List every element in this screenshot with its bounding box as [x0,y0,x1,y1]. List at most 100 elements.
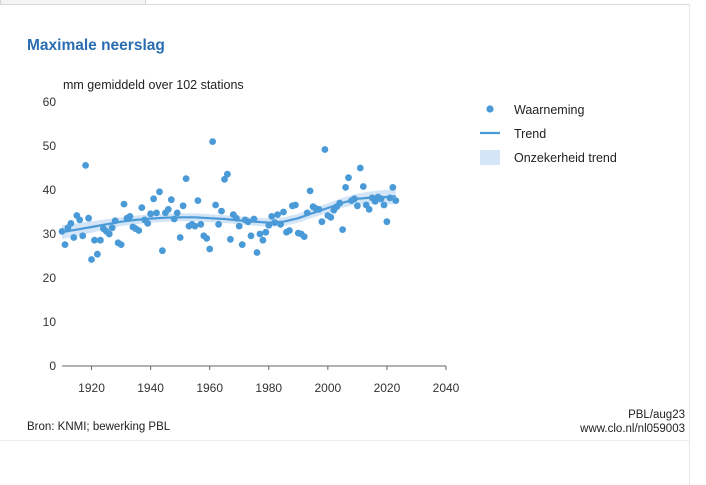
observation-point [144,220,152,227]
observation-point [392,197,400,205]
observation-point [67,220,75,227]
observation-point [61,241,69,249]
y-tick-label: 40 [43,183,57,197]
y-axis-label: mm gemiddeld over 102 stations [63,78,244,92]
observation-point [147,210,155,218]
top-divider [144,4,689,5]
legend-observation-label: Waarneming [514,103,584,117]
x-tick-label: 1940 [137,381,164,395]
x-tick-label: 1960 [196,381,223,395]
observation-point [345,174,352,182]
observation-point [91,236,98,244]
observation-point [159,247,166,255]
observation-point [286,227,293,234]
legend-band-marker [480,150,500,165]
observation-point [306,187,314,195]
observation-point [173,209,181,217]
observation-point [108,224,116,232]
y-tick-label: 30 [43,227,57,241]
y-tick-label: 10 [43,315,57,329]
observation-point [182,175,190,183]
y-tick-labels: 0 10 20 30 40 50 60 [43,95,57,373]
observation-point [339,226,346,234]
x-tick-labels: 1920 1940 1960 1980 2000 2020 2040 [78,366,460,395]
x-tick-label: 1980 [255,381,282,395]
chart-title: Maximale neerslag [27,37,165,54]
observation-point [120,200,128,208]
observation-point [262,228,270,236]
observation-point [259,236,267,244]
y-tick-label: 20 [43,271,57,285]
credit-code: PBL/aug23 [628,409,685,421]
observation-point [153,209,160,217]
observation-point [156,188,163,196]
bottom-divider [0,440,689,441]
observation-point [126,213,134,220]
observation-point [85,214,92,222]
observation-point [280,208,287,216]
legend-band-label: Onzekerheid trend [514,151,617,165]
observation-point [164,206,172,213]
observation-point [327,213,335,221]
observation-point [150,195,158,203]
observation-point [380,201,388,209]
observation-point [215,220,223,228]
observation-point [342,184,349,191]
observation-point [356,164,364,172]
legend-trend-label: Trend [514,127,546,141]
observation-point [300,233,308,241]
observation-point [383,218,391,226]
observation-point [176,234,184,241]
credit-url[interactable]: www.clo.nl/nl059003 [580,423,685,435]
legend: Waarneming Trend Onzekerheid trend [480,103,617,165]
observation-point [389,184,397,191]
observation-point [238,241,246,249]
observation-point [354,202,361,210]
observation-points [58,138,400,263]
observation-point [235,222,243,230]
observation-point [203,235,211,242]
observation-point [209,138,217,146]
x-tick-label: 2040 [433,381,460,395]
observation-point [224,170,231,178]
observation-point [253,249,261,256]
right-divider [689,4,690,485]
observation-point [247,232,255,240]
credit-block: PBL/aug23 www.clo.nl/nl059003 [580,408,685,436]
x-tick-label: 2000 [314,381,341,395]
observation-point [135,227,143,234]
legend-observation-marker [486,105,494,113]
observation-point [221,176,228,183]
observation-point [274,211,281,219]
y-tick-label: 0 [49,359,56,373]
y-tick-label: 50 [43,139,57,153]
trend-uncertainty-band [62,188,396,240]
observation-point [82,162,89,169]
observation-point [117,241,125,249]
observation-point [321,146,329,153]
observation-point [138,204,146,212]
observation-point [79,232,87,240]
observation-point [88,256,95,263]
observation-point [292,201,299,209]
observation-point [212,201,220,209]
observation-point [167,196,175,204]
observation-point [318,218,326,226]
x-tick-label: 2020 [374,381,401,395]
observation-point [365,206,373,213]
observation-point [70,234,78,241]
observation-point [191,222,199,230]
x-tick-label: 1920 [78,381,105,395]
source-note: Bron: KNMI; bewerking PBL [27,421,171,433]
observation-point [256,230,264,238]
y-tick-label: 60 [43,95,57,109]
observation-point [359,183,367,190]
observation-point [97,236,104,244]
observation-point [197,220,205,228]
observation-point [218,207,225,215]
observation-point [105,230,113,238]
observation-point [179,202,187,210]
observation-point [206,245,214,253]
observation-point [268,213,276,220]
